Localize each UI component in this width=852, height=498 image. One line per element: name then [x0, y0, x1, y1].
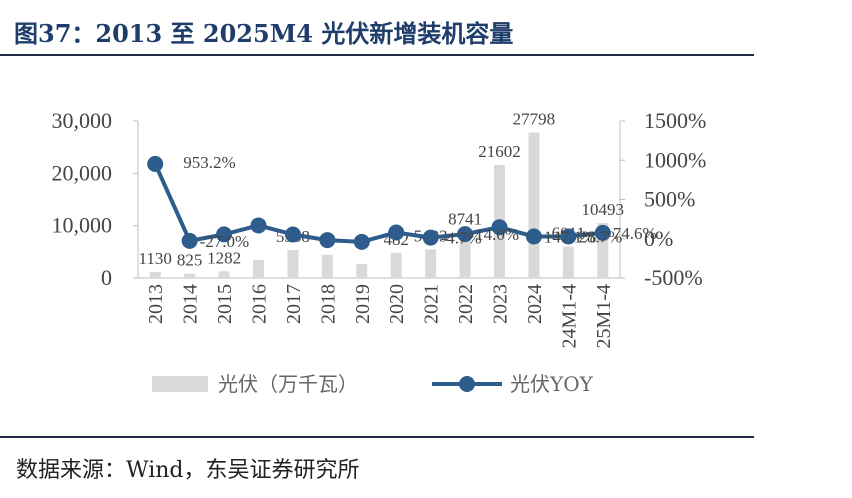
axes: 0 10,000 20,000 30,000 -500% 0% 500% 1000% 1500%: [52, 108, 707, 290]
x-ticks: 2013 2014 2015 2016 2017 2018 2019 2020 2021 2022…: [145, 284, 615, 348]
legend: 光伏（万千瓦） 光伏YOY: [152, 372, 594, 396]
yoy-value-label: -4.7%: [441, 229, 482, 248]
legend-bar-swatch: [152, 376, 208, 392]
yoy-point: [594, 224, 611, 241]
x-tick-label: 2018: [317, 284, 339, 324]
x-tick-label: 2013: [145, 284, 167, 324]
legend-line-label: 光伏YOY: [510, 372, 594, 396]
yoy-point: [284, 226, 301, 243]
legend-bar-label: 光伏（万千瓦）: [218, 372, 358, 396]
yoy-value-label: 28.7%: [578, 227, 622, 246]
yoy-point: [491, 219, 508, 236]
yoy-point: [181, 232, 198, 249]
left-tick-label: 0: [101, 265, 112, 290]
left-tick-label: 10,000: [52, 213, 113, 238]
bar: [597, 223, 609, 278]
x-tick-label: 2015: [214, 284, 236, 324]
bar: [287, 250, 299, 278]
yoy-value-label: 147.1%: [544, 227, 596, 246]
bar: [321, 254, 333, 278]
yoy-value-label: 14.0%: [475, 225, 519, 244]
x-tick-label: 2024: [524, 284, 546, 324]
x-tick-label: 2021: [421, 284, 443, 324]
line-labels: 953.2% -27.0% -4.7%14.0% 147.1%28.7%74.6%: [183, 153, 656, 251]
yoy-point: [525, 228, 542, 245]
bar: [184, 273, 196, 278]
yoy-point: [457, 226, 474, 243]
yoy-value-label: 74.6%: [613, 224, 657, 243]
yoy-point: [422, 229, 439, 246]
bar-value-label: 27798: [513, 110, 556, 129]
left-tick-label: 20,000: [52, 160, 113, 185]
x-tick-label: 25M1-4: [593, 284, 615, 348]
bar-value-label: 1130: [139, 249, 172, 268]
bar: [390, 252, 402, 278]
x-tick-label: 2017: [283, 284, 305, 324]
yoy-point: [250, 217, 267, 234]
right-tick-label: 500%: [644, 187, 695, 212]
line-series: [147, 155, 611, 250]
right-tick-label: 1500%: [644, 108, 706, 133]
bar-value-label: 1282: [207, 248, 241, 267]
x-tick-label: 2022: [455, 284, 477, 324]
bar-value-label: 825: [177, 251, 203, 270]
bar: [356, 263, 368, 278]
x-tick-label: 2019: [352, 284, 374, 324]
yoy-point: [560, 228, 577, 245]
bar: [528, 132, 540, 278]
yoy-point: [388, 224, 405, 241]
yoy-point: [353, 233, 370, 250]
bar: [149, 272, 161, 278]
bar: [218, 271, 230, 278]
source-note: 数据来源：Wind，东吴证券研究所: [16, 458, 360, 483]
yoy-value-label: 953.2%: [183, 153, 235, 172]
bar: [562, 246, 574, 278]
right-tick-label: 0%: [644, 226, 673, 251]
x-tick-label: 2016: [249, 284, 271, 324]
yoy-point: [319, 232, 336, 249]
bar-value-label: 8741: [448, 209, 482, 228]
bar-value-label: 21602: [478, 142, 521, 161]
yoy-value-label: -27.0%: [200, 232, 250, 251]
chart-canvas: 0 10,000 20,000 30,000 -500% 0% 500% 1000% 1500%…: [52, 108, 707, 396]
bar-value-label: 10493: [582, 200, 625, 219]
yoy-point: [147, 155, 164, 172]
right-tick-label: -500%: [644, 265, 703, 290]
x-tick-label: 2014: [180, 284, 202, 324]
x-tick-label: 24M1-4: [558, 284, 580, 348]
yoy-point: [216, 226, 233, 243]
bar: [459, 232, 471, 278]
legend-line-marker: [459, 376, 475, 392]
x-tick-label: 2020: [386, 284, 408, 324]
x-tick-label: 2023: [490, 284, 512, 324]
chart-title: 图37：2013 至 2025M4 光伏新增装机容量: [14, 19, 514, 48]
left-tick-label: 30,000: [52, 108, 113, 133]
bottom-rule: [0, 436, 754, 438]
bar: [253, 259, 264, 278]
top-rule: [0, 54, 754, 56]
bar: [425, 249, 437, 278]
right-tick-label: 1000%: [644, 147, 706, 172]
